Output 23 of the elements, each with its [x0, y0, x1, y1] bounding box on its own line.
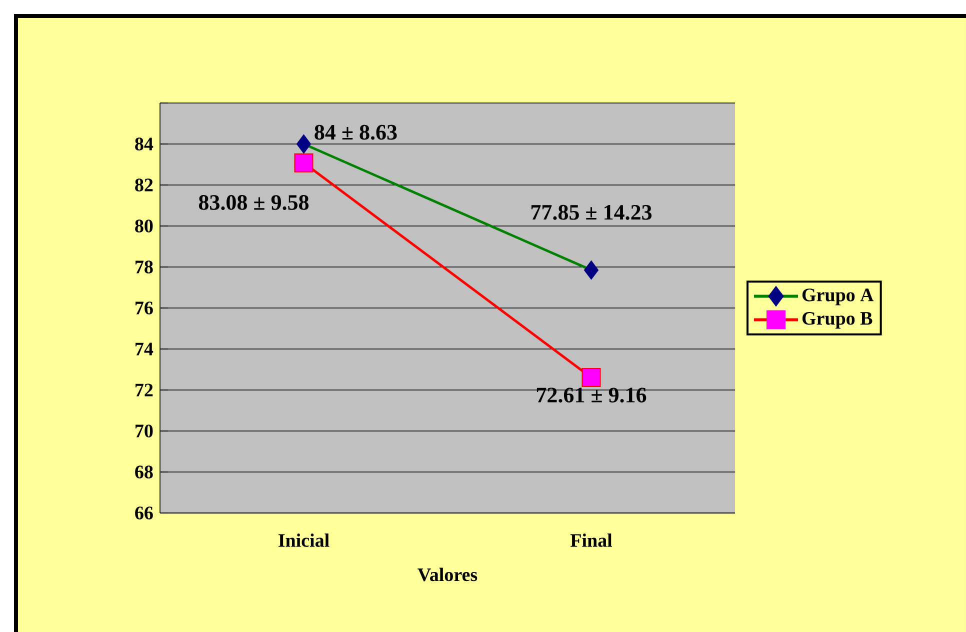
y-tick-label: 78 [136, 260, 153, 274]
data-label: 72.61 ± 9.16 [536, 388, 646, 403]
y-tick-label: 70 [136, 424, 153, 438]
y-tick-label: 68 [135, 466, 153, 478]
y-tick-label: 80 [135, 220, 153, 232]
legend-label: Grupo A [802, 288, 874, 306]
data-label: 77.85 ± 14.23 [531, 204, 652, 220]
x-tick-label: Final [570, 534, 612, 547]
data-label: 84 ± 8.63 [314, 124, 397, 140]
x-axis-title: Valores [418, 568, 478, 582]
y-tick-label: 82 [135, 178, 153, 192]
point [296, 134, 311, 154]
legend-label: Grupo B [802, 312, 872, 329]
y-tick-label: 74 [136, 342, 154, 356]
y-tick-label: 72 [136, 384, 153, 396]
y-tick-label: 76 [136, 302, 153, 314]
x-tick-label: Inicial [278, 534, 330, 547]
y-tick-label: 66 [135, 506, 153, 520]
data-label: 83.08 ± 9.58 [198, 195, 309, 210]
y-tick-label: 84 [135, 138, 154, 150]
point [584, 260, 599, 280]
point [582, 368, 601, 387]
point [294, 153, 314, 172]
